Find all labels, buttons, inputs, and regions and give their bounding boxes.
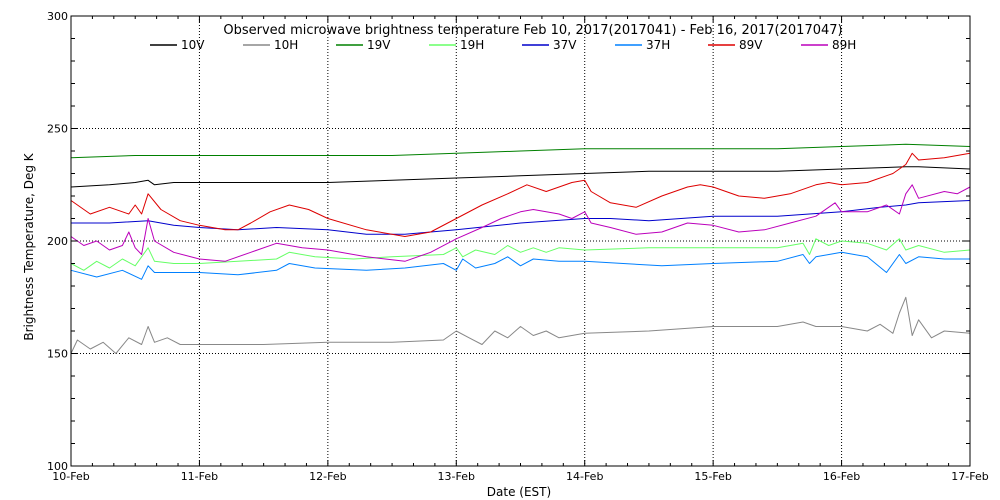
series-line-89v — [70, 152, 971, 237]
legend: 10V 10H 19V 19H 37V 37H 89V 89H — [150, 38, 856, 52]
series-layer — [70, 143, 971, 354]
y-tick-label: 100 — [47, 460, 68, 473]
series-line-19h — [70, 238, 971, 271]
legend-label-37h: 37H — [646, 38, 670, 52]
chart-title: Observed microwave brightness temperatur… — [223, 23, 842, 38]
series-line-10h — [70, 296, 971, 354]
x-tick-label: 15-Feb — [694, 470, 731, 483]
x-tick-label: 13-Feb — [438, 470, 475, 483]
legend-label-37v: 37V — [553, 38, 577, 52]
y-tick-label: 300 — [47, 10, 68, 23]
x-tick-label: 10-Feb — [52, 470, 89, 483]
series-line-37v — [71, 200, 971, 235]
legend-label-19v: 19V — [367, 38, 391, 52]
legend-label-10v: 10V — [181, 38, 205, 52]
y-axis-title: Brightness Temperature, Deg K — [22, 152, 36, 340]
x-tick-label: 17-Feb — [951, 470, 988, 483]
x-tick-label: 11-Feb — [181, 470, 218, 483]
y-tick-label: 150 — [47, 348, 68, 361]
series-line-89h — [70, 184, 971, 262]
legend-label-10h: 10H — [274, 38, 298, 52]
x-axis-title: Date (EST) — [487, 485, 551, 499]
series-line-19v — [70, 143, 971, 159]
series-line-37h — [70, 251, 970, 280]
legend-label-19h: 19H — [460, 38, 484, 52]
x-tick-label: 14-Feb — [566, 470, 603, 483]
y-tick-label: 200 — [47, 235, 68, 248]
x-tick-label: 12-Feb — [309, 470, 346, 483]
legend-label-89h: 89H — [832, 38, 856, 52]
tick-labels: 10-Feb 11-Feb 12-Feb 13-Feb 14-Feb 15-Feb 16-F… — [47, 10, 989, 483]
y-tick-label: 250 — [47, 123, 68, 136]
legend-label-89v: 89V — [739, 38, 763, 52]
x-tick-label: 16-Feb — [823, 470, 860, 483]
ticks — [70, 15, 971, 467]
series-line-10v — [70, 166, 971, 188]
